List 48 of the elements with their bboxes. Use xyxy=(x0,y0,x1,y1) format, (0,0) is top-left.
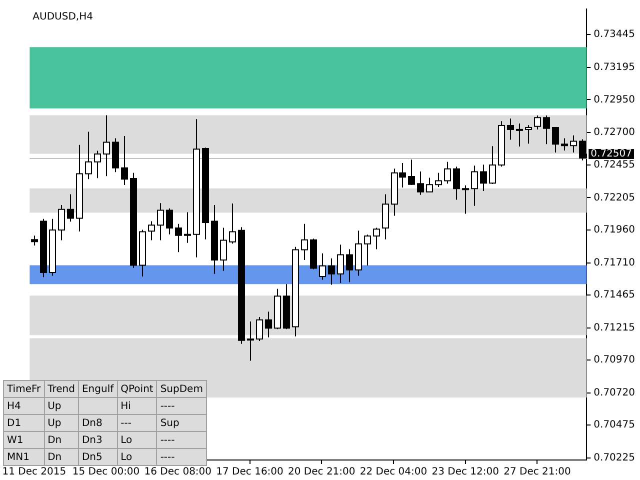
x-tick-label: 17 Dec 16:00 xyxy=(216,466,284,478)
x-tick-label: 27 Dec 21:00 xyxy=(504,466,571,478)
annotation: Dn3 xyxy=(78,432,118,448)
annotation: Engulf xyxy=(78,380,118,398)
annotation: ---- xyxy=(156,448,206,466)
annotation: ---- xyxy=(156,398,206,414)
annotation: --- xyxy=(117,414,157,432)
annotation: Dn xyxy=(44,448,78,466)
chart-title: AUDUSD,H4 xyxy=(32,12,93,23)
annotation: Dn8 xyxy=(78,414,118,432)
y-tick-label: 0.71215 xyxy=(594,322,636,334)
x-tick-label: 20 Dec 21:00 xyxy=(288,466,356,478)
y-tick-label: 0.70225 xyxy=(594,452,636,464)
annotation: Sup xyxy=(156,414,206,432)
y-tick-label: 0.70720 xyxy=(594,388,636,399)
annotation: Up xyxy=(44,414,78,432)
y-tick-label: 0.71710 xyxy=(594,257,636,268)
x-tick-label: 23 Dec 12:00 xyxy=(432,466,500,478)
ref-line-label: 0.72507 xyxy=(590,148,632,160)
annotation: ---- xyxy=(156,432,206,448)
x-tick-label: 16 Dec 08:00 xyxy=(144,466,212,478)
y-tick-label: 0.71960 xyxy=(594,224,636,236)
annotation: Trend xyxy=(44,380,78,398)
annotation: TimeFr xyxy=(4,380,44,398)
text: H4 xyxy=(7,400,21,412)
y-tick-label: 0.72205 xyxy=(594,192,636,204)
y-tick-label: 0.70970 xyxy=(594,354,636,366)
y-tick-label: 0.72700 xyxy=(594,127,636,138)
y-tick-label: 0.71465 xyxy=(594,290,636,301)
text: D1 xyxy=(7,418,22,428)
x-tick-label: 11 Dec 2015 xyxy=(2,466,66,478)
annotation: Up xyxy=(44,398,78,414)
annotation: Lo xyxy=(117,448,157,466)
annotation: Hi xyxy=(117,398,157,414)
annotation: Dn5 xyxy=(78,448,118,466)
x-tick-label: 22 Dec 04:00 xyxy=(360,466,428,478)
y-tick-label: 0.73195 xyxy=(594,62,636,74)
text: W1 xyxy=(7,434,24,446)
y-tick-label: 0.72455 xyxy=(594,159,636,170)
y-tick-label: 0.72950 xyxy=(594,94,636,106)
annotation: Lo xyxy=(117,432,157,448)
annotation: QPoint xyxy=(117,380,157,398)
y-tick-label: 0.73445 xyxy=(594,29,636,40)
annotation: SupDem xyxy=(156,380,206,398)
annotation: Dn xyxy=(44,432,78,448)
text: MN1 xyxy=(7,452,30,462)
x-tick-label: 15 Dec 00:00 xyxy=(72,466,140,478)
y-tick-label: 0.70475 xyxy=(594,420,636,431)
